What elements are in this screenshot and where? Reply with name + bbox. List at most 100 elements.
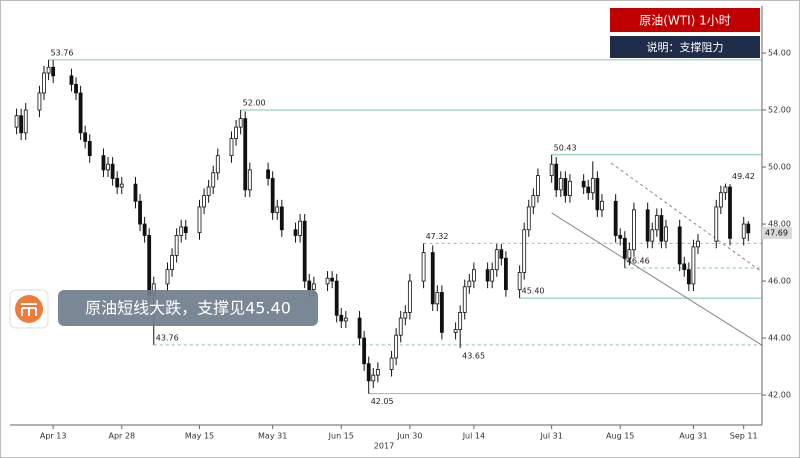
- candle-body: [568, 180, 572, 196]
- x-tick-label: Jun 15: [328, 432, 354, 441]
- x-tick-label: Sep 11: [730, 432, 758, 441]
- level-label: 49.42: [732, 172, 755, 181]
- candle-body: [42, 72, 46, 94]
- candle-body: [110, 163, 115, 179]
- x-tick-label: Apr 28: [108, 432, 135, 441]
- candle-body: [334, 280, 339, 316]
- x-tick-label: May 15: [185, 432, 214, 441]
- candle-body: [202, 195, 206, 208]
- candle-body: [165, 269, 170, 285]
- candle-body: [119, 183, 124, 188]
- candle-body: [183, 226, 188, 234]
- candle-body: [536, 175, 540, 196]
- level-label: 45.40: [522, 287, 545, 296]
- candle-body: [471, 269, 476, 282]
- candle-body: [632, 209, 636, 251]
- candle-body: [293, 229, 298, 236]
- candle-body: [243, 118, 248, 191]
- candle-body: [366, 363, 371, 382]
- last-price-label: 47.69: [765, 228, 788, 237]
- candle-body: [115, 178, 120, 188]
- candle-body: [595, 178, 600, 211]
- candle-body: [46, 66, 51, 74]
- candle-body: [677, 226, 682, 265]
- level-label: 47.32: [426, 232, 449, 241]
- chart-subtitle: 说明：支撑阻力: [647, 40, 724, 54]
- y-tick-label: 42.00: [768, 391, 791, 400]
- candle-body: [101, 155, 106, 171]
- candle-body: [490, 269, 495, 282]
- candle-body: [179, 226, 184, 236]
- candle-body: [325, 277, 330, 285]
- level-label: 52.00: [243, 99, 266, 108]
- subtitle-box: [610, 36, 760, 58]
- y-tick-label: 46.00: [768, 277, 791, 286]
- candle-body: [714, 206, 719, 242]
- x-tick-label: Jul 31: [539, 432, 562, 441]
- caption-box: [58, 290, 318, 326]
- candle-body: [170, 255, 174, 271]
- candle-body: [453, 329, 458, 333]
- candle-body: [554, 163, 559, 191]
- caption: 原油短线大跌，支撑见45.40: [85, 299, 291, 318]
- candle-body: [69, 75, 74, 85]
- candle-body: [389, 357, 394, 370]
- candle-body: [275, 206, 280, 214]
- candle-body: [403, 312, 408, 319]
- candle-body: [138, 200, 142, 225]
- chart-title: 原油(WTI) 1小时: [639, 14, 731, 28]
- level-label: 46.46: [627, 256, 650, 265]
- candle-body: [133, 183, 138, 202]
- candle-body: [78, 92, 83, 134]
- candle-body: [504, 257, 508, 291]
- candle-body: [494, 249, 499, 271]
- candle-body: [659, 215, 664, 242]
- candle-body: [330, 277, 335, 282]
- candle-body: [723, 186, 728, 194]
- candle-body: [74, 83, 78, 94]
- candle-body: [531, 195, 536, 208]
- x-tick-label: Apr 13: [40, 432, 67, 441]
- candle-body: [696, 240, 700, 248]
- candle-body: [394, 334, 399, 359]
- icon-glyph: [21, 303, 37, 316]
- candle-body: [439, 292, 444, 333]
- candle-body: [613, 200, 618, 236]
- candle-body: [14, 115, 19, 128]
- y-tick-label: 50.00: [768, 163, 791, 172]
- candle-body: [398, 317, 403, 336]
- level-label: 43.76: [156, 333, 179, 342]
- candle-body: [229, 138, 234, 157]
- y-tick-label: 48.00: [768, 220, 791, 229]
- candle-body: [421, 252, 426, 282]
- x-tick-label: Aug 15: [606, 432, 634, 441]
- x-tick-label: Aug 31: [679, 432, 707, 441]
- candle-body: [247, 169, 252, 191]
- level-label: 50.43: [554, 143, 577, 152]
- candle-body: [357, 317, 362, 339]
- candle-body: [517, 272, 522, 291]
- x-tick-label: Jul 14: [462, 432, 485, 441]
- candle-body: [645, 209, 650, 242]
- candle-body: [526, 206, 531, 231]
- candle-body: [266, 169, 270, 179]
- level-label: 53.76: [51, 48, 74, 57]
- candle-body: [558, 178, 563, 191]
- candle-body: [522, 229, 527, 273]
- candle-body: [51, 66, 56, 77]
- title-box: [610, 8, 760, 32]
- candle-body: [211, 172, 216, 188]
- candle-body: [664, 226, 668, 242]
- candle-body: [549, 163, 554, 176]
- candle-body: [686, 269, 691, 285]
- candle-body: [87, 140, 92, 157]
- candle-body: [586, 186, 591, 194]
- level-label: 42.05: [371, 397, 394, 406]
- candle-body: [499, 249, 504, 259]
- candle-body: [302, 220, 307, 282]
- candle-body: [654, 215, 659, 231]
- candle-body: [600, 200, 604, 211]
- candle-body: [339, 314, 344, 322]
- candle-body: [435, 292, 440, 305]
